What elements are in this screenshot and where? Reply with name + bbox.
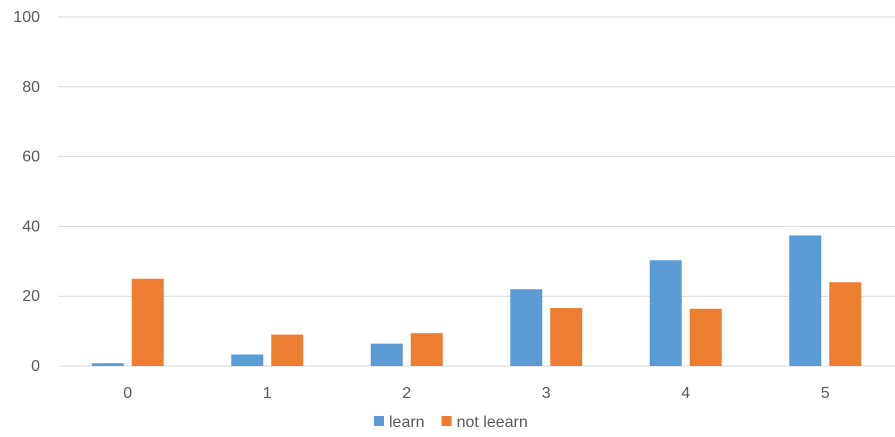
- bar-learn-4: [649, 260, 682, 366]
- bar-not-leearn-0: [131, 278, 164, 366]
- x-axis: 0 1 2 3 4 5: [123, 385, 830, 402]
- gridlines: [58, 16, 895, 367]
- x-tick-label: 1: [263, 385, 272, 402]
- x-tick-label: 3: [542, 385, 551, 402]
- legend: learn not leearn: [374, 414, 528, 431]
- bar-learn-0: [91, 363, 124, 366]
- bars: [91, 235, 862, 366]
- bar-not-leearn-1: [271, 334, 304, 366]
- bar-learn-3: [510, 289, 543, 366]
- y-tick-label: 0: [31, 358, 40, 375]
- y-axis: 0 20 40 60 80 100: [13, 9, 40, 375]
- y-tick-label: 80: [22, 79, 40, 96]
- bar-not-leearn-2: [410, 333, 443, 366]
- legend-swatch-learn: [374, 416, 384, 426]
- y-tick-label: 20: [22, 288, 40, 305]
- bar-learn-5: [789, 235, 822, 366]
- y-tick-label: 60: [22, 149, 40, 166]
- bar-not-leearn-4: [689, 308, 722, 366]
- bar-not-leearn-3: [550, 308, 583, 366]
- bar-learn-2: [370, 343, 403, 366]
- bar-learn-1: [231, 354, 264, 366]
- x-tick-label: 2: [402, 385, 411, 402]
- legend-swatch-not-leearn: [441, 416, 452, 426]
- legend-label: not leearn: [457, 414, 528, 431]
- x-tick-label: 0: [123, 385, 132, 402]
- legend-label: learn: [389, 414, 425, 431]
- bar-not-leearn-5: [829, 282, 862, 366]
- x-tick-label: 5: [821, 385, 830, 402]
- x-tick-label: 4: [681, 385, 690, 402]
- y-tick-label: 40: [22, 218, 40, 235]
- y-tick-label: 100: [13, 9, 40, 26]
